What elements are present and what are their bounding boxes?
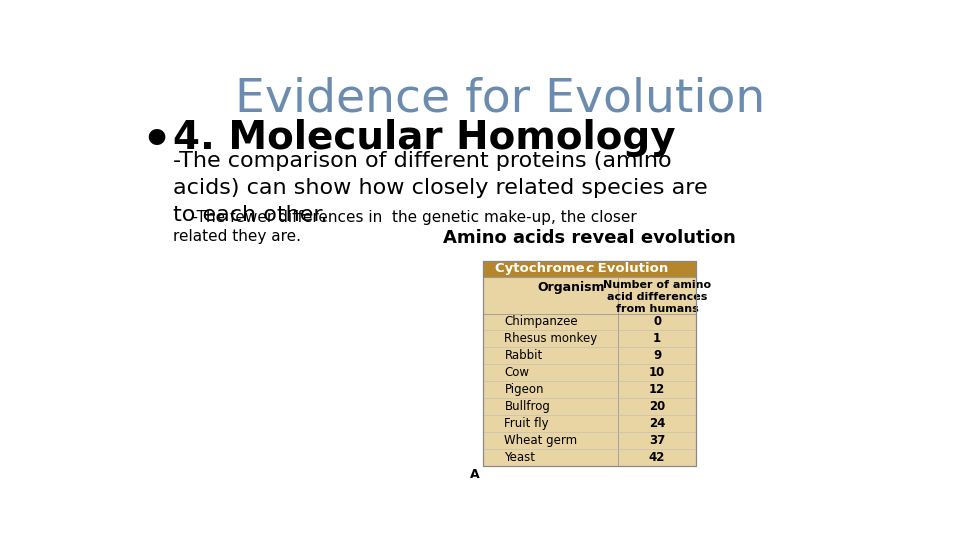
Text: Number of amino
acid differences
from humans: Number of amino acid differences from hu… (603, 280, 711, 314)
Text: 1: 1 (653, 333, 661, 346)
Text: 9: 9 (653, 349, 661, 362)
Text: Yeast: Yeast (504, 451, 536, 464)
Text: Cytochrome: Cytochrome (495, 262, 589, 275)
Text: 12: 12 (649, 383, 665, 396)
Text: 10: 10 (649, 366, 665, 379)
Text: A: A (470, 468, 480, 481)
Text: Wheat germ: Wheat germ (504, 434, 578, 447)
Text: 0: 0 (653, 315, 661, 328)
Text: Rabbit: Rabbit (504, 349, 542, 362)
Text: Chimpanzee: Chimpanzee (504, 315, 578, 328)
Bar (483, 261, 696, 276)
Bar (483, 261, 696, 466)
Text: Evidence for Evolution: Evidence for Evolution (234, 76, 765, 122)
Text: Evolution: Evolution (593, 262, 668, 275)
Text: 42: 42 (649, 451, 665, 464)
Text: Pigeon: Pigeon (504, 383, 544, 396)
Text: Organism: Organism (537, 281, 605, 294)
Text: 37: 37 (649, 434, 665, 447)
Text: •: • (142, 119, 172, 164)
Text: 24: 24 (649, 417, 665, 430)
Text: 4. Molecular Homology: 4. Molecular Homology (173, 119, 675, 157)
Text: c: c (586, 262, 593, 275)
Text: -The comparison of different proteins (amino
acids) can show how closely related: -The comparison of different proteins (a… (173, 151, 708, 225)
Text: Amino acids reveal evolution: Amino acids reveal evolution (443, 230, 735, 247)
Text: -The fewer differences in  the genetic make-up, the closer
related they are.: -The fewer differences in the genetic ma… (173, 210, 636, 245)
Text: Bullfrog: Bullfrog (504, 400, 550, 413)
Text: 20: 20 (649, 400, 665, 413)
Bar (483, 261, 696, 466)
Text: Cow: Cow (504, 366, 529, 379)
Text: Fruit fly: Fruit fly (504, 417, 549, 430)
Text: Rhesus monkey: Rhesus monkey (504, 333, 598, 346)
